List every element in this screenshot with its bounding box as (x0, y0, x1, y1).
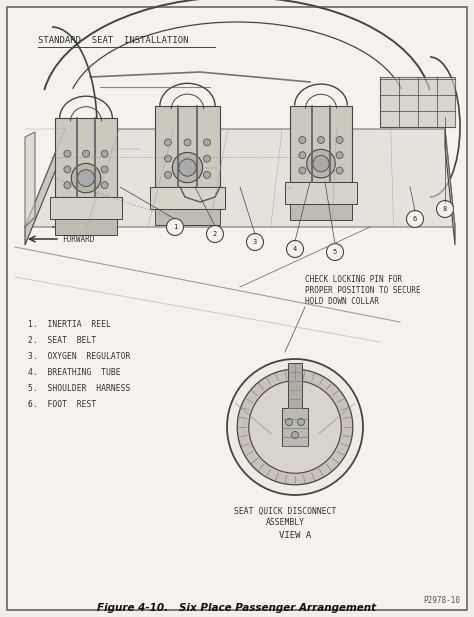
Circle shape (207, 225, 224, 242)
Circle shape (299, 167, 306, 174)
Text: 2.  SEAT  BELT: 2. SEAT BELT (28, 336, 96, 345)
Circle shape (203, 172, 210, 178)
Text: STANDARD  SEAT  INSTALLATION: STANDARD SEAT INSTALLATION (38, 36, 189, 45)
Polygon shape (55, 219, 117, 235)
Text: Figure 4-10.   Six Place Passenger Arrangement: Figure 4-10. Six Place Passenger Arrange… (98, 603, 376, 613)
Circle shape (173, 152, 202, 183)
Circle shape (299, 136, 306, 143)
Text: 2: 2 (213, 231, 217, 237)
Text: 3: 3 (253, 239, 257, 245)
Text: SEAT QUICK DISCONNECT: SEAT QUICK DISCONNECT (234, 507, 336, 516)
Circle shape (437, 201, 454, 218)
Circle shape (292, 431, 299, 439)
Circle shape (336, 167, 343, 174)
Polygon shape (290, 204, 352, 220)
Circle shape (327, 244, 344, 260)
Text: 8: 8 (443, 206, 447, 212)
Text: CHECK LOCKING PIN FOR: CHECK LOCKING PIN FOR (305, 275, 402, 284)
Text: 3.  OXYGEN  REGULATOR: 3. OXYGEN REGULATOR (28, 352, 130, 361)
Circle shape (64, 166, 71, 173)
Text: 1: 1 (173, 224, 177, 230)
Circle shape (336, 152, 343, 159)
Polygon shape (25, 129, 455, 227)
Circle shape (203, 155, 210, 162)
Circle shape (318, 152, 325, 159)
Circle shape (249, 381, 341, 473)
Circle shape (313, 155, 329, 172)
Text: FORWARD: FORWARD (62, 234, 94, 244)
Circle shape (299, 152, 306, 159)
Polygon shape (25, 132, 35, 227)
Circle shape (184, 172, 191, 178)
Circle shape (101, 181, 108, 189)
Text: 5: 5 (333, 249, 337, 255)
Polygon shape (380, 77, 455, 127)
Circle shape (407, 210, 423, 228)
Circle shape (78, 170, 94, 186)
Text: 4.  BREATHING  TUBE: 4. BREATHING TUBE (28, 368, 120, 377)
Polygon shape (50, 197, 122, 219)
Polygon shape (290, 106, 352, 182)
Circle shape (82, 181, 90, 189)
Polygon shape (285, 182, 357, 204)
Circle shape (164, 139, 172, 146)
Circle shape (101, 150, 108, 157)
Circle shape (307, 149, 335, 178)
Circle shape (71, 164, 100, 193)
Circle shape (184, 139, 191, 146)
Circle shape (64, 181, 71, 189)
Circle shape (285, 418, 292, 426)
Polygon shape (445, 129, 455, 245)
Text: 1.  INERTIA  REEL: 1. INERTIA REEL (28, 320, 111, 329)
Circle shape (237, 369, 353, 485)
Circle shape (164, 155, 172, 162)
Text: HOLD DOWN COLLAR: HOLD DOWN COLLAR (305, 297, 379, 306)
Circle shape (101, 166, 108, 173)
Text: 6: 6 (413, 216, 417, 222)
Circle shape (64, 150, 71, 157)
Polygon shape (155, 209, 220, 225)
Polygon shape (150, 187, 225, 209)
Text: VIEW A: VIEW A (279, 531, 311, 540)
Circle shape (184, 155, 191, 162)
Polygon shape (55, 118, 117, 197)
Text: 5.  SHOULDER  HARNESS: 5. SHOULDER HARNESS (28, 384, 130, 393)
Circle shape (227, 359, 363, 495)
Polygon shape (282, 408, 308, 446)
Polygon shape (155, 106, 220, 187)
Text: 4: 4 (293, 246, 297, 252)
Circle shape (164, 172, 172, 178)
Text: ASSEMBLY: ASSEMBLY (265, 518, 304, 527)
Circle shape (246, 233, 264, 251)
Circle shape (318, 136, 325, 143)
Circle shape (286, 241, 303, 257)
Text: P2978-10: P2978-10 (423, 596, 460, 605)
Circle shape (318, 167, 325, 174)
Circle shape (179, 159, 196, 176)
Circle shape (298, 418, 304, 426)
Circle shape (166, 218, 183, 236)
Text: 6.  FOOT  REST: 6. FOOT REST (28, 400, 96, 409)
Circle shape (336, 136, 343, 143)
Circle shape (82, 150, 90, 157)
Polygon shape (25, 129, 65, 245)
Polygon shape (288, 363, 302, 408)
Circle shape (82, 166, 90, 173)
Circle shape (203, 139, 210, 146)
Text: PROPER POSITION TO SECURE: PROPER POSITION TO SECURE (305, 286, 420, 295)
